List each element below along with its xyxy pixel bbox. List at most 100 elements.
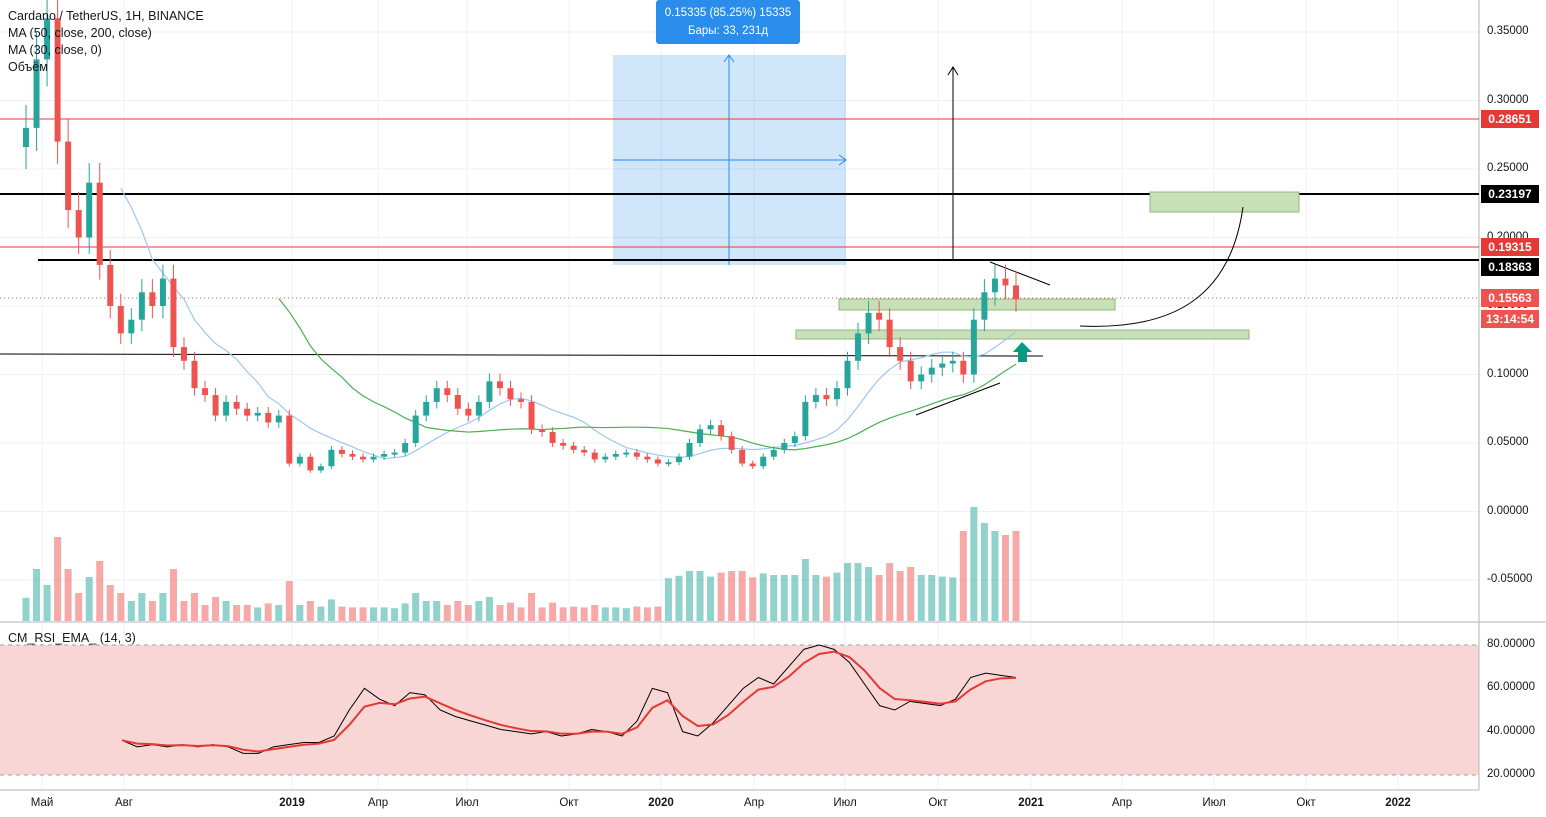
candle-body[interactable] xyxy=(644,456,651,460)
candle-body[interactable] xyxy=(107,264,114,306)
candle-body[interactable] xyxy=(539,429,546,433)
candle-body[interactable] xyxy=(739,449,746,464)
ma-legend-1[interactable]: MA (50, close, 200, close) xyxy=(8,26,152,40)
volume-legend[interactable]: Объём xyxy=(8,60,48,74)
candle-body[interactable] xyxy=(518,399,524,402)
ma-50-line[interactable] xyxy=(278,298,1017,451)
candle-body[interactable] xyxy=(328,449,335,467)
candle-body[interactable] xyxy=(159,278,166,306)
symbol-title[interactable]: Cardano / TetherUS, 1H, BINANCE xyxy=(8,9,204,23)
triangle-upper-line[interactable] xyxy=(989,261,1051,286)
candle-body[interactable] xyxy=(349,453,356,457)
candle-body[interactable] xyxy=(370,456,377,460)
candle-body[interactable] xyxy=(454,395,461,409)
candles[interactable] xyxy=(23,0,1019,473)
candle-body[interactable] xyxy=(686,443,693,457)
candle-body[interactable] xyxy=(202,388,209,396)
candle-body[interactable] xyxy=(749,463,756,467)
candle-body[interactable] xyxy=(886,319,893,348)
candle-body[interactable] xyxy=(918,374,925,382)
projection-curve[interactable] xyxy=(1079,206,1244,327)
candle-body[interactable] xyxy=(33,59,40,128)
rsi-line[interactable] xyxy=(121,644,1017,754)
candle-body[interactable] xyxy=(465,408,472,416)
candle-body[interactable] xyxy=(960,360,967,375)
candle-body[interactable] xyxy=(876,312,883,320)
candle-body[interactable] xyxy=(496,381,503,389)
candle-body[interactable] xyxy=(412,415,419,443)
candle-body[interactable] xyxy=(433,388,440,402)
candle-body[interactable] xyxy=(675,456,682,463)
candle-body[interactable] xyxy=(728,436,735,450)
candle-body[interactable] xyxy=(1002,278,1009,286)
ma-legend-2[interactable]: MA (30, close, 0) xyxy=(8,43,102,57)
candle-body[interactable] xyxy=(296,456,303,464)
candle-body[interactable] xyxy=(897,347,904,361)
candle-body[interactable] xyxy=(286,415,293,464)
candle-body[interactable] xyxy=(612,453,619,457)
candle-body[interactable] xyxy=(444,388,451,396)
candle-body[interactable] xyxy=(560,443,567,446)
candle-body[interactable] xyxy=(244,408,251,416)
ma-30-line[interactable] xyxy=(120,187,1017,460)
candle-body[interactable] xyxy=(981,292,988,320)
candle-body[interactable] xyxy=(265,412,272,423)
resistance-zone[interactable] xyxy=(838,298,1116,311)
candle-body[interactable] xyxy=(581,449,588,453)
candle-body[interactable] xyxy=(96,182,103,265)
candle-body[interactable] xyxy=(802,401,809,437)
candle-body[interactable] xyxy=(138,292,145,320)
candle-body[interactable] xyxy=(128,319,135,334)
candle-body[interactable] xyxy=(180,347,187,361)
candle-body[interactable] xyxy=(791,436,798,443)
candle-body[interactable] xyxy=(44,18,51,60)
candle-body[interactable] xyxy=(855,333,862,361)
candle-body[interactable] xyxy=(117,306,124,334)
candle-body[interactable] xyxy=(23,127,29,148)
candle-body[interactable] xyxy=(760,456,767,467)
candle-body[interactable] xyxy=(665,462,672,465)
candle-body[interactable] xyxy=(391,452,398,455)
candle-body[interactable] xyxy=(970,319,977,375)
candle-body[interactable] xyxy=(781,443,788,450)
candle-body[interactable] xyxy=(191,360,198,389)
candle-body[interactable] xyxy=(1013,285,1019,300)
triangle-lower-line[interactable] xyxy=(915,382,1001,416)
candle-body[interactable] xyxy=(549,432,556,443)
candle-body[interactable] xyxy=(275,415,282,423)
candle-body[interactable] xyxy=(865,312,872,334)
candle-body[interactable] xyxy=(170,278,177,348)
candle-body[interactable] xyxy=(254,412,261,416)
candle-body[interactable] xyxy=(233,401,240,409)
candle-body[interactable] xyxy=(149,292,156,306)
candle-body[interactable] xyxy=(928,367,935,375)
candle-body[interactable] xyxy=(718,425,725,437)
candle-body[interactable] xyxy=(212,395,219,416)
candle-body[interactable] xyxy=(812,395,819,402)
candle-body[interactable] xyxy=(528,401,535,430)
candle-body[interactable] xyxy=(654,459,661,464)
candle-body[interactable] xyxy=(381,453,388,457)
trendline-support[interactable] xyxy=(0,353,1044,357)
candle-body[interactable] xyxy=(75,210,82,238)
support-zone[interactable] xyxy=(795,329,1250,340)
candle-body[interactable] xyxy=(54,18,61,142)
candle-body[interactable] xyxy=(570,445,577,450)
candle-body[interactable] xyxy=(591,452,598,460)
rsi-ema-line[interactable] xyxy=(121,650,1017,753)
candle-body[interactable] xyxy=(338,449,345,454)
candle-body[interactable] xyxy=(697,429,704,443)
candle-body[interactable] xyxy=(633,452,640,457)
candle-body[interactable] xyxy=(507,388,514,400)
candle-body[interactable] xyxy=(223,401,230,416)
candle-body[interactable] xyxy=(623,452,630,455)
up-arrow-marker[interactable] xyxy=(1013,342,1032,362)
candle-body[interactable] xyxy=(307,456,314,471)
candle-body[interactable] xyxy=(770,449,777,457)
target-zone[interactable] xyxy=(1149,191,1300,213)
candle-body[interactable] xyxy=(486,381,493,402)
candle-body[interactable] xyxy=(833,388,840,400)
candle-body[interactable] xyxy=(907,360,914,382)
candle-body[interactable] xyxy=(360,456,367,460)
